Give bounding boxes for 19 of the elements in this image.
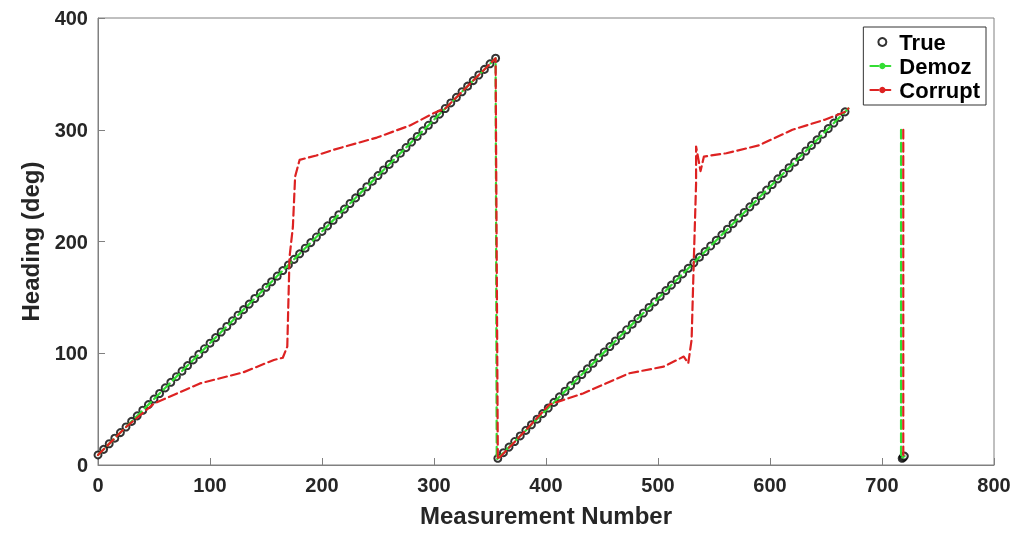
x-tick-label: 500 xyxy=(641,474,675,496)
y-tick-label: 100 xyxy=(54,342,88,365)
x-axis-title: Measurement Number xyxy=(419,501,673,529)
legend-label: Demoz xyxy=(899,53,972,79)
y-tick-label: 300 xyxy=(54,118,88,141)
y-tick-label: 200 xyxy=(54,230,88,253)
legend-label: Corrupt xyxy=(899,77,981,103)
x-tick-label: 700 xyxy=(865,474,899,496)
y-tick-label: 0 xyxy=(76,454,88,476)
x-tick-label: 0 xyxy=(92,474,104,496)
x-tick-label: 600 xyxy=(753,474,787,496)
x-tick-label: 800 xyxy=(977,474,1011,496)
x-tick-label: 400 xyxy=(529,474,563,496)
y-axis-title: Heading (deg) xyxy=(16,161,44,322)
x-tick-label: 200 xyxy=(305,474,339,496)
x-tick-label: 300 xyxy=(417,474,451,496)
y-tick-label: 400 xyxy=(54,7,88,29)
legend-label: True xyxy=(899,29,946,55)
x-tick-label: 100 xyxy=(193,474,227,496)
